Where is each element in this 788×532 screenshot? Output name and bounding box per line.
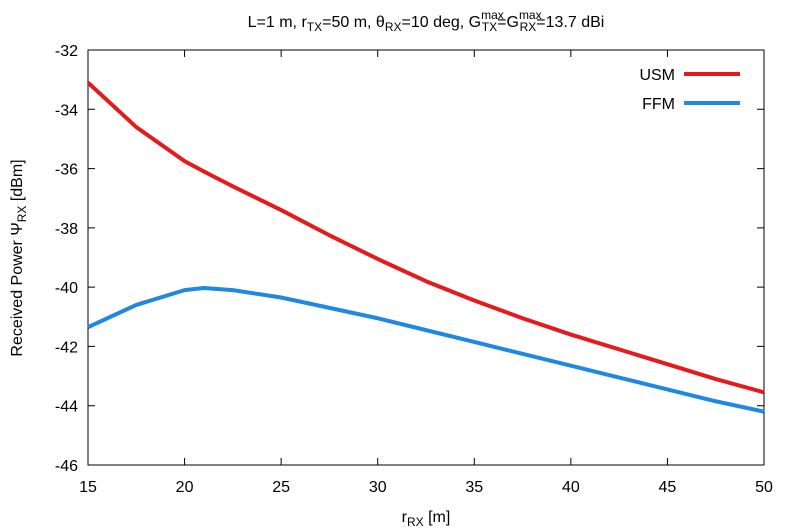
x-tick-label: 40 — [562, 479, 580, 496]
x-tick-label: 35 — [465, 479, 483, 496]
series-line — [87, 286, 765, 414]
x-tick-label: 30 — [369, 479, 387, 496]
y-tick-label: -42 — [55, 339, 78, 356]
x-axis-label: rRX [m] — [402, 509, 451, 529]
x-tick-label: 15 — [79, 479, 97, 496]
y-tick-label: -46 — [55, 458, 78, 475]
y-tick-label: -36 — [55, 162, 78, 179]
x-tick-label: 25 — [272, 479, 290, 496]
y-tick-label: -44 — [55, 399, 78, 416]
x-tick-label: 45 — [659, 479, 677, 496]
legend-label: FFM — [642, 96, 675, 113]
chart-title: L=1 m, rTX=50 m, θRX=10 deg, Gmax TX=Gmax… — [248, 8, 605, 34]
x-tick-label: 20 — [176, 479, 194, 496]
y-tick-label: -34 — [55, 102, 78, 119]
plot-border — [87, 49, 765, 466]
legend-label: USM — [639, 67, 675, 84]
series-line — [86, 81, 765, 395]
y-tick-label: -38 — [55, 221, 78, 238]
y-axis-label: Received Power ΨRX [dBm] — [9, 159, 29, 356]
y-tick-label: -32 — [55, 43, 78, 60]
x-tick-label: 50 — [755, 479, 773, 496]
y-tick-label: -40 — [55, 280, 78, 297]
